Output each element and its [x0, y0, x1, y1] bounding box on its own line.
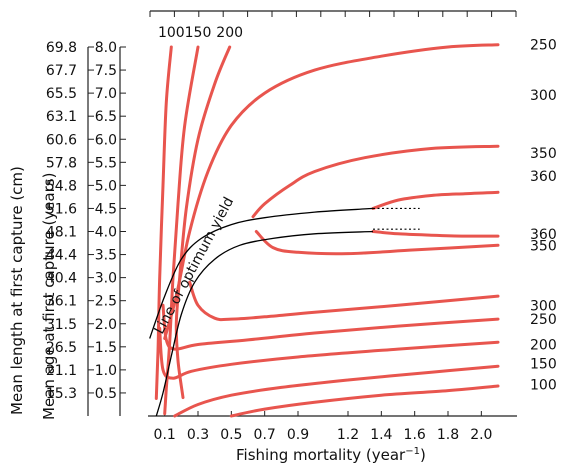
- right-isopleth-label: 350: [530, 238, 557, 254]
- length-tick-label: 57.8: [46, 155, 77, 171]
- age-tick-label: 4.5: [95, 201, 117, 217]
- length-tick-label: 67.7: [46, 63, 77, 79]
- length-tick-label: 44.4: [46, 248, 77, 264]
- right-isopleth-label: 250: [530, 38, 557, 54]
- right-isopleth-label: 350: [530, 146, 557, 162]
- optimum-line-lower: [155, 230, 374, 417]
- isopleth-line-9: [188, 280, 500, 322]
- age-tick-label: 3.0: [95, 271, 117, 287]
- x-tick-label: 1.8: [437, 427, 459, 443]
- isopleth-line-5: [251, 144, 500, 219]
- isopleth-line-3: [174, 45, 232, 400]
- isopleth-line-8: [254, 230, 500, 256]
- x-axis-title-main: Fishing mortality (year: [236, 446, 406, 464]
- x-tick-label: 0.9: [287, 427, 309, 443]
- length-tick-label: 40.4: [46, 271, 77, 287]
- age-tick-label: 4.0: [95, 225, 117, 241]
- isopleth-line-2: [163, 45, 200, 416]
- x-tick-label: 1.4: [370, 427, 392, 443]
- x-tick-label: 2.0: [470, 427, 492, 443]
- right-isopleth-label: 250: [530, 312, 557, 328]
- age-tick-label: 7.5: [95, 63, 117, 79]
- top-isopleth-label: 100: [158, 25, 185, 41]
- length-tick-label: 21.1: [46, 363, 77, 379]
- top-isopleth-label: 150: [185, 25, 212, 41]
- length-tick-label: 69.8: [46, 40, 77, 56]
- x-axis-title-sup: −1: [405, 446, 420, 457]
- right-isopleth-label: 300: [530, 298, 557, 314]
- isopleth-line-6: [371, 190, 500, 210]
- length-tick-label: 48.1: [46, 225, 77, 241]
- age-tick-label: 8.0: [95, 40, 117, 56]
- length-tick-label: 60.6: [46, 132, 77, 148]
- x-axis: 0.1 0.3 0.5 0.7 0.9 1.2 1.4 1.6 1.8 2.0: [148, 411, 517, 443]
- right-isopleth-label: 360: [530, 169, 557, 185]
- length-tick-label: 31.5: [46, 317, 77, 333]
- isopleth-line-4: [163, 43, 500, 340]
- right-isopleth-label: 100: [530, 378, 557, 394]
- length-tick-label: 51.6: [46, 201, 77, 217]
- optimum-line-upper: [149, 207, 374, 339]
- isopleth-labels: 100 150 2002503003503603603503002502001501…: [158, 25, 557, 394]
- y-axis-title-age: Mean age at first capture (years): [40, 173, 58, 420]
- x-tick-label: 1.2: [337, 427, 359, 443]
- age-tick-label: 1.5: [95, 340, 117, 356]
- right-isopleth-label: 200: [530, 338, 557, 354]
- isopleth-line-7: [371, 230, 500, 238]
- x-tick-label: 0.1: [154, 427, 176, 443]
- isopleth-line-13: [229, 384, 500, 418]
- age-tick-label: 5.0: [95, 178, 117, 194]
- age-tick-label: 0.5: [95, 386, 117, 402]
- top-tick-scale: [149, 10, 517, 17]
- age-tick-label: 1.0: [95, 363, 117, 379]
- length-tick-label: 26.5: [46, 340, 77, 356]
- age-tick-label: 2.0: [95, 317, 117, 333]
- x-tick-label: 0.7: [254, 427, 276, 443]
- length-tick-label: 63.1: [46, 109, 77, 125]
- left-axes: 0.5 1.0 1.5 2.0 2.5 3.0 3.5 4.0 4.5 5.0 5.5 6.0 6.5 7…: [46, 40, 126, 416]
- right-isopleth-label: 300: [530, 88, 557, 104]
- isopleth-line-11: [158, 326, 500, 380]
- isopleth-line-10: [161, 303, 500, 351]
- length-tick-label: 65.5: [46, 86, 77, 102]
- age-tick-label: 3.5: [95, 248, 117, 264]
- age-tick-label: 7.0: [95, 86, 117, 102]
- age-tick-label: 5.5: [95, 155, 117, 171]
- right-isopleth-label: 150: [530, 356, 557, 372]
- length-tick-label: 54.8: [46, 178, 77, 194]
- top-isopleth-label: 200: [216, 25, 243, 41]
- x-axis-title: Fishing mortality (year−1): [236, 446, 426, 464]
- x-tick-label: 0.5: [220, 427, 242, 443]
- right-isopleth-label: 360: [530, 227, 557, 243]
- y-axis-title-length: Mean length at first capture (cm): [8, 166, 26, 415]
- age-tick-label: 2.5: [95, 294, 117, 310]
- optimum-yield-band: [149, 207, 420, 417]
- isopleth-lines: [154, 43, 500, 418]
- length-tick-label: 15.3: [46, 386, 77, 402]
- age-tick-label: 6.5: [95, 109, 117, 125]
- length-tick-label: 36.1: [46, 294, 77, 310]
- isopleth-line-1: [154, 45, 173, 400]
- age-tick-label: 6.0: [95, 132, 117, 148]
- isopleth-line-12: [173, 364, 500, 418]
- x-axis-title-close: ): [420, 446, 426, 464]
- x-tick-label: 1.6: [404, 427, 426, 443]
- x-tick-label: 0.3: [187, 427, 209, 443]
